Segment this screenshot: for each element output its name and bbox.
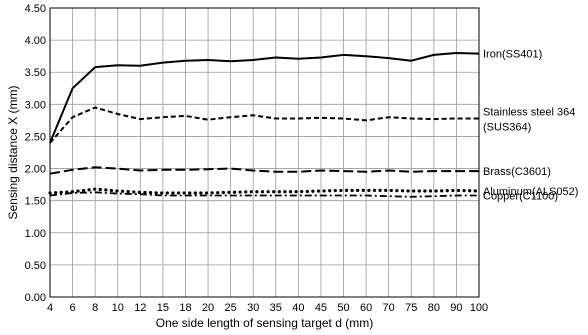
x-tick-labels: 4 6 8 10 12 15 18 20 25 30 35 40 45 50 60 70 75 80 90 100 (47, 302, 488, 314)
x-tick-label: 70 (383, 302, 395, 314)
series-lines (48, 52, 481, 198)
x-tick-label: 20 (202, 302, 214, 314)
series-label-copper-c1100: Copper(C1100) (483, 191, 558, 203)
x-tick-label: 35 (270, 302, 282, 314)
y-tick-label: 2.50 (25, 131, 46, 143)
y-tick-label: 0.00 (25, 292, 46, 304)
y-tick-label: 3.50 (25, 67, 46, 79)
y-tick-labels: 0.00 0.50 1.00 1.50 2.00 2.50 3.00 3.50 4.00 4.50 (25, 3, 46, 304)
plot-frame (49, 7, 480, 298)
series-line-copper-c1100 (49, 191, 479, 198)
x-tick-label: 80 (428, 302, 440, 314)
x-tick-label: 100 (470, 302, 488, 314)
series-line-stainless-steel-364 (49, 106, 479, 144)
x-tick-label: 8 (92, 302, 98, 314)
series-label-stainless-steel-364-line2: (SUS364) (483, 121, 531, 133)
series-labels: Iron(SS401) Stainless steel 364 (SUS364) Br… (483, 49, 578, 203)
y-tick-label: 4.00 (25, 35, 46, 47)
x-tick-label: 4 (47, 302, 53, 314)
y-tick-label: 2.00 (25, 164, 46, 176)
x-tick-label: 6 (70, 302, 76, 314)
x-tick-label: 15 (157, 302, 169, 314)
y-tick-label: 0.50 (25, 260, 46, 272)
y-tick-label: 3.00 (25, 99, 46, 111)
x-tick-label: 75 (405, 302, 417, 314)
x-tick-label: 25 (225, 302, 237, 314)
y-axis-title: Sensing distance X (mm) (6, 85, 20, 219)
series-label-iron-ss401: Iron(SS401) (483, 49, 542, 61)
x-axis-title: One side length of sensing target d (mm) (156, 316, 373, 330)
series-label-stainless-steel-364: Stainless steel 364 (483, 106, 575, 118)
y-tick-label: 4.50 (25, 3, 46, 15)
x-tick-label: 50 (337, 302, 349, 314)
x-tick-label: 60 (360, 302, 372, 314)
x-tick-label: 12 (134, 302, 146, 314)
series-line-iron-ss401 (49, 52, 480, 144)
series-label-aluminum-als052: Aluminum(ALS052) (483, 186, 578, 198)
series-line-aluminum-als052 (48, 187, 481, 195)
grid (50, 8, 479, 297)
x-tick-label: 90 (450, 302, 462, 314)
x-tick-label: 30 (247, 302, 259, 314)
series-label-brass-c3601: Brass(C3601) (483, 166, 551, 178)
series-line-brass-c3601 (49, 166, 479, 175)
x-tick-label: 40 (292, 302, 304, 314)
x-tick-label: 18 (179, 302, 191, 314)
y-tick-label: 1.50 (25, 196, 46, 208)
x-tick-label: 10 (112, 302, 124, 314)
x-tick-label: 45 (315, 302, 327, 314)
y-tick-label: 1.00 (25, 228, 46, 240)
